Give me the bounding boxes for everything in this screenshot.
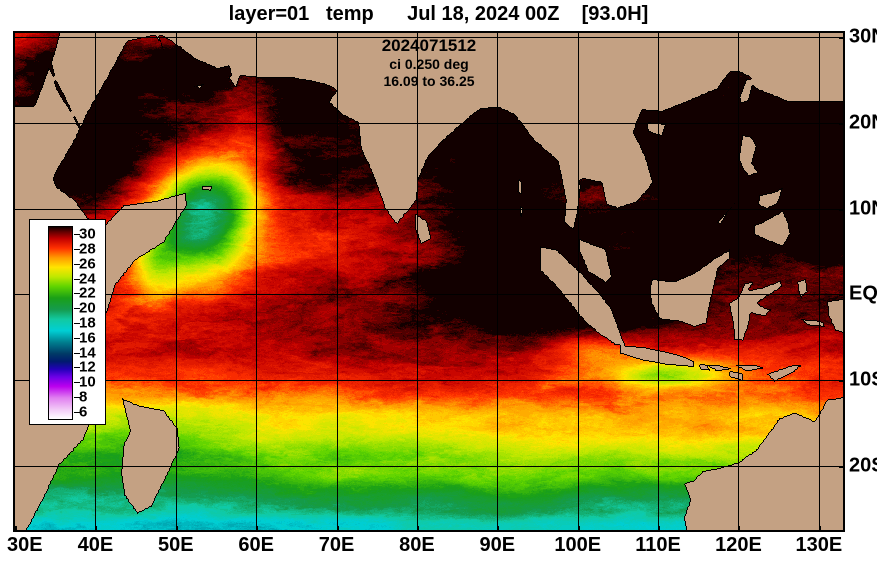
colorbar-tick xyxy=(74,308,80,310)
colorbar-tick xyxy=(74,382,80,384)
colorbar-tick xyxy=(74,396,80,398)
colorbar-tick-label: 28 xyxy=(79,240,96,258)
gridline-meridian xyxy=(658,33,659,530)
colorbar-tick-label: 16 xyxy=(79,329,96,347)
gridline-meridian xyxy=(417,33,418,530)
colorbar-tick-label: 18 xyxy=(79,314,96,332)
gridline-parallel xyxy=(15,294,843,295)
y-axis-label: 10N xyxy=(849,197,877,220)
gridline-meridian xyxy=(176,33,177,530)
colorbar-tick-label: 14 xyxy=(79,344,96,362)
x-axis-tick xyxy=(738,526,741,532)
gridline-meridian xyxy=(497,33,498,530)
colorbar-legend: 30 28 26 24 22 20 18 16 14 12 10 8 6 xyxy=(29,219,106,425)
colorbar-tick-label: 20 xyxy=(79,299,96,317)
map-plot-area[interactable]: 2024071512 ci 0.250 deg 16.09 to 36.25 3… xyxy=(13,31,845,532)
gridline-meridian xyxy=(337,33,338,530)
colorbar-tick xyxy=(74,234,80,236)
x-axis-tick xyxy=(256,526,259,532)
gridline-parallel xyxy=(15,466,843,467)
page-title: layer=01 temp Jul 18, 2024 00Z [93.0H] xyxy=(228,2,649,25)
x-axis-tick xyxy=(15,526,17,532)
x-axis-label: 50E xyxy=(157,534,194,556)
gridline-parallel xyxy=(15,37,843,38)
gridline-meridian xyxy=(256,33,257,530)
y-axis-label: 20S xyxy=(849,454,877,477)
colorbar-tick xyxy=(74,352,80,354)
gridline-meridian xyxy=(738,33,739,530)
gridline-parallel xyxy=(15,123,843,124)
colorbar-ticks xyxy=(74,226,82,420)
colorbar-tick xyxy=(74,337,80,339)
gridline-meridian xyxy=(819,33,820,530)
colorbar-tick-label: 10 xyxy=(79,373,96,391)
x-axis-label: 130E xyxy=(795,534,843,556)
x-axis-tick xyxy=(175,526,178,532)
y-axis-tick xyxy=(839,122,845,125)
y-axis-label: 20N xyxy=(849,111,877,134)
x-axis-label: 120E xyxy=(715,534,762,556)
x-axis-label: 80E xyxy=(399,534,435,556)
x-axis-tick xyxy=(336,526,339,532)
colorbar-tick xyxy=(74,278,80,280)
x-axis-label: 60E xyxy=(238,534,274,556)
x-axis-label: 30E xyxy=(7,534,43,556)
colorbar-gradient xyxy=(48,226,73,420)
colorbar-tick-label: 8 xyxy=(79,388,88,406)
x-axis-label: 40E xyxy=(77,534,114,556)
y-axis-tick xyxy=(839,37,845,40)
x-axis-tick xyxy=(658,526,661,532)
y-axis-label: 10S xyxy=(849,368,877,391)
y-axis-label: 30N xyxy=(849,25,877,48)
gridline-parallel xyxy=(15,209,843,210)
x-axis-tick xyxy=(818,526,821,532)
gridline-parallel xyxy=(15,380,843,381)
colorbar-tick xyxy=(74,263,80,265)
colorbar-tick xyxy=(74,249,80,251)
sst-raster xyxy=(15,33,843,530)
x-axis-label: 70E xyxy=(318,534,355,556)
x-axis-tick xyxy=(416,526,419,532)
colorbar-tick-labels: 30 28 26 24 22 20 18 16 14 12 10 8 6 xyxy=(79,226,107,420)
colorbar-tick-label: 22 xyxy=(79,284,96,302)
colorbar-tick xyxy=(74,293,80,295)
x-axis-label: 100E xyxy=(554,534,602,556)
x-axis-tick xyxy=(577,526,580,532)
gridline-meridian xyxy=(578,33,579,530)
colorbar-tick-label: 30 xyxy=(79,225,96,243)
colorbar-tick xyxy=(74,367,80,369)
sst-canvas xyxy=(15,33,843,530)
colorbar-tick-label: 12 xyxy=(79,358,96,376)
colorbar-tick-label: 6 xyxy=(79,403,88,421)
y-axis-label: EQ xyxy=(849,282,877,305)
colorbar-tick-label: 24 xyxy=(79,270,96,288)
colorbar-tick xyxy=(74,323,80,324)
y-axis-tick xyxy=(839,465,845,468)
y-axis-tick xyxy=(839,208,845,211)
x-axis-tick xyxy=(497,526,500,532)
x-axis-tick xyxy=(95,526,98,532)
colorbar-tick xyxy=(74,411,80,413)
y-axis-tick xyxy=(839,380,845,383)
x-axis-label: 110E xyxy=(635,534,681,556)
colorbar-tick-label: 26 xyxy=(79,255,96,273)
y-axis-tick xyxy=(839,294,845,297)
x-axis-label: 90E xyxy=(479,534,516,556)
